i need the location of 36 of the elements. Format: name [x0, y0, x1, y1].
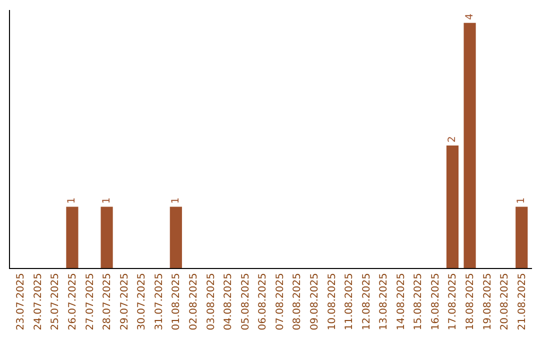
x-tick-label: 30.07.2025 — [136, 273, 148, 330]
x-tick-label: 03.08.2025 — [206, 273, 217, 330]
x-tick-label: 01.08.2025 — [171, 273, 182, 330]
x-tick-label: 05.08.2025 — [240, 273, 252, 330]
x-tick-label: 10.08.2025 — [326, 273, 338, 330]
x-tick-label: 04.08.2025 — [223, 273, 234, 330]
x-tick-label: 21.08.2025 — [516, 273, 528, 330]
x-tick-label: 09.08.2025 — [309, 273, 320, 330]
x-tick-label: 31.07.2025 — [154, 273, 165, 330]
data-label: 1 — [101, 197, 112, 204]
x-tick-label: 12.08.2025 — [361, 273, 372, 330]
x-tick-label: 13.08.2025 — [378, 273, 390, 330]
x-tick-label: 20.08.2025 — [500, 273, 511, 330]
x-tick-label: 27.07.2025 — [84, 273, 96, 330]
x-tick-label: 08.08.2025 — [292, 273, 304, 330]
x-tick-label: 11.08.2025 — [344, 273, 356, 330]
x-tick-label: 28.07.2025 — [102, 273, 114, 330]
x-tick-label: 07.08.2025 — [274, 273, 286, 330]
x-tick-label: 14.08.2025 — [396, 273, 407, 330]
x-tick-label: 26.07.2025 — [67, 273, 78, 330]
x-tick-label: 23.07.2025 — [16, 273, 27, 330]
data-label: 2 — [446, 136, 458, 142]
x-tick-label: 06.08.2025 — [258, 273, 269, 330]
data-label: 1 — [170, 197, 182, 204]
x-tick-label: 24.07.2025 — [32, 273, 44, 330]
x-tick-label: 25.07.2025 — [50, 273, 62, 330]
x-tick-label: 16.08.2025 — [430, 273, 442, 330]
x-tick-label: 02.08.2025 — [188, 273, 200, 330]
x-tick-label: 19.08.2025 — [482, 273, 494, 330]
x-tick-label: 15.08.2025 — [413, 273, 424, 330]
x-tick-label: 29.07.2025 — [119, 273, 130, 330]
data-label: 1 — [66, 197, 78, 204]
x-tick-label: 18.08.2025 — [465, 273, 476, 330]
data-label: 1 — [516, 197, 528, 204]
x-tick-label: 17.08.2025 — [448, 273, 459, 330]
data-label: 4 — [464, 14, 476, 20]
